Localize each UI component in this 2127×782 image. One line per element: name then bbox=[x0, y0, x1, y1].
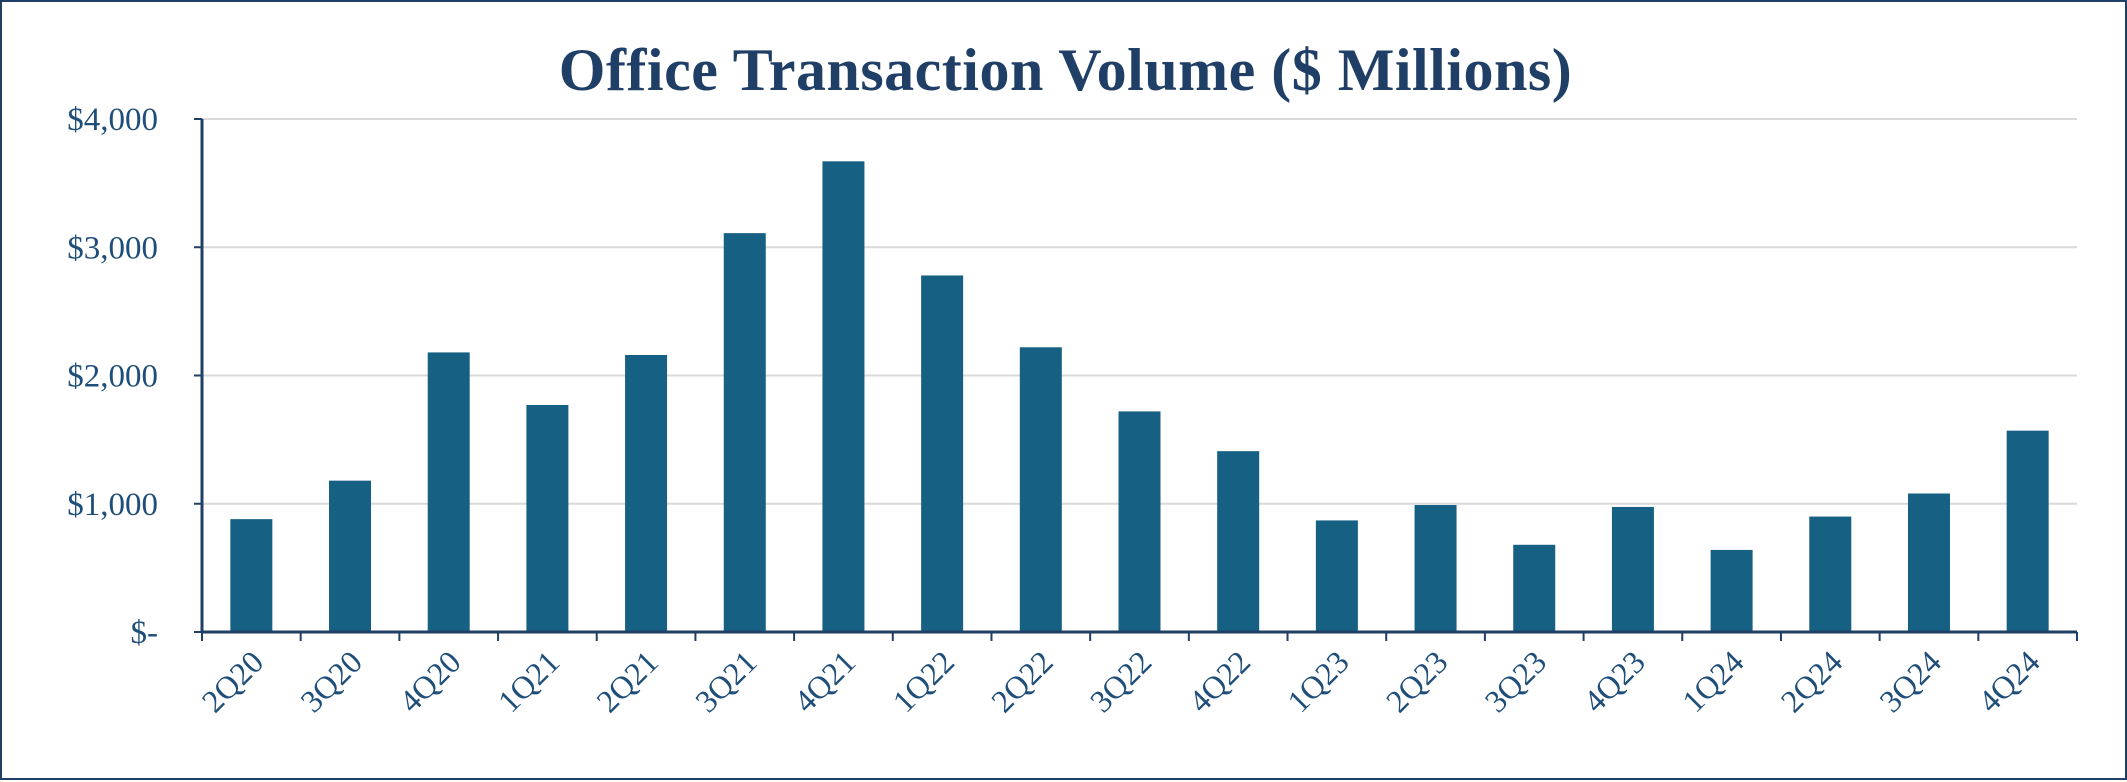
y-tick-label: $3,000 bbox=[67, 230, 158, 266]
bar-4Q20 bbox=[427, 352, 470, 632]
y-tick-label: $1,000 bbox=[67, 487, 158, 523]
x-tick-label: 1Q21 bbox=[491, 643, 567, 719]
x-tick-label: 1Q24 bbox=[1675, 643, 1751, 719]
x-tick-label: 4Q20 bbox=[392, 643, 468, 719]
bar-3Q24 bbox=[1907, 493, 1950, 632]
bar-2Q24 bbox=[1809, 516, 1852, 632]
x-tick-label: 4Q23 bbox=[1576, 643, 1652, 719]
bar-1Q22 bbox=[921, 275, 964, 632]
bar-3Q20 bbox=[329, 480, 372, 632]
y-tick-label: $4,000 bbox=[67, 102, 158, 138]
x-tick-label: 1Q23 bbox=[1280, 643, 1356, 719]
x-tick-label: 2Q20 bbox=[195, 643, 271, 719]
x-tick-label: 2Q24 bbox=[1774, 643, 1850, 719]
x-tick-label: 4Q22 bbox=[1181, 643, 1257, 719]
x-tick-label: 3Q23 bbox=[1477, 643, 1553, 719]
bar-4Q22 bbox=[1217, 451, 1260, 632]
bar-2Q23 bbox=[1414, 505, 1457, 632]
bar-3Q21 bbox=[723, 233, 766, 632]
x-tick-label: 3Q20 bbox=[293, 643, 369, 719]
x-tick-label: 2Q21 bbox=[589, 643, 665, 719]
x-tick-label: 3Q24 bbox=[1872, 643, 1948, 719]
bar-2Q21 bbox=[625, 354, 668, 632]
y-tick-label: $- bbox=[131, 615, 159, 651]
chart-title: Office Transaction Volume ($ Millions) bbox=[558, 37, 1573, 103]
bar-4Q24 bbox=[2006, 430, 2049, 632]
bar-1Q21 bbox=[526, 404, 569, 632]
x-tick-label: 3Q22 bbox=[1083, 643, 1159, 719]
x-tick-label: 2Q22 bbox=[984, 643, 1060, 719]
bar-1Q23 bbox=[1315, 520, 1358, 632]
x-tick-label: 3Q21 bbox=[688, 643, 764, 719]
bar-4Q23 bbox=[1611, 506, 1654, 632]
x-tick-label: 1Q22 bbox=[885, 643, 961, 719]
x-tick-label: 2Q23 bbox=[1379, 643, 1455, 719]
x-tick-label: 4Q24 bbox=[1971, 643, 2047, 719]
bar-3Q22 bbox=[1118, 411, 1161, 632]
bar-3Q23 bbox=[1513, 544, 1556, 632]
y-tick-label: $2,000 bbox=[67, 359, 158, 395]
bar-4Q21 bbox=[822, 161, 865, 632]
bar-2Q20 bbox=[230, 519, 273, 632]
x-tick-label: 4Q21 bbox=[787, 643, 863, 719]
bar-2Q22 bbox=[1019, 347, 1062, 632]
bar-1Q24 bbox=[1710, 549, 1753, 632]
